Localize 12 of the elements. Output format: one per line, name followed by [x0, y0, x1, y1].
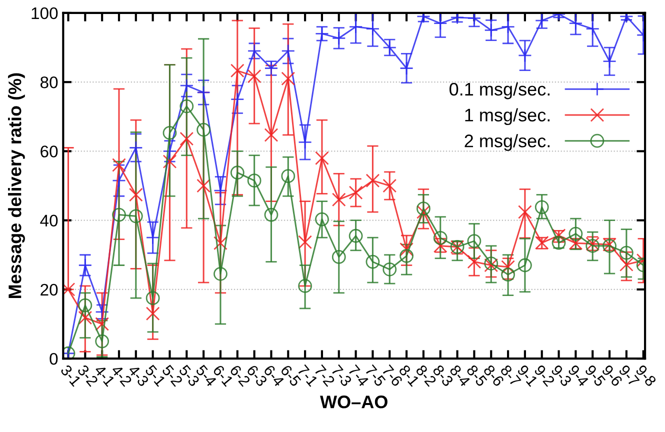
x-tick-label: 3-2 — [76, 364, 99, 387]
legend-label: 0.1 msg/sec. — [450, 82, 550, 100]
y-tick-label: 60 — [40, 146, 58, 158]
y-axis-title: Message delivery ratio (%) — [8, 73, 25, 298]
y-tick-label: 20 — [40, 284, 58, 296]
x-axis-title: WO–AO — [320, 396, 388, 408]
y-tick-label: 80 — [40, 76, 58, 88]
legend-label: 2 msg/sec. — [464, 134, 550, 151]
legend-label: 1 msg/sec. — [465, 108, 550, 126]
y-tick-label: 100 — [32, 7, 58, 20]
y-tick-label: 40 — [40, 214, 58, 227]
y-tick-label: 0 — [50, 352, 58, 365]
